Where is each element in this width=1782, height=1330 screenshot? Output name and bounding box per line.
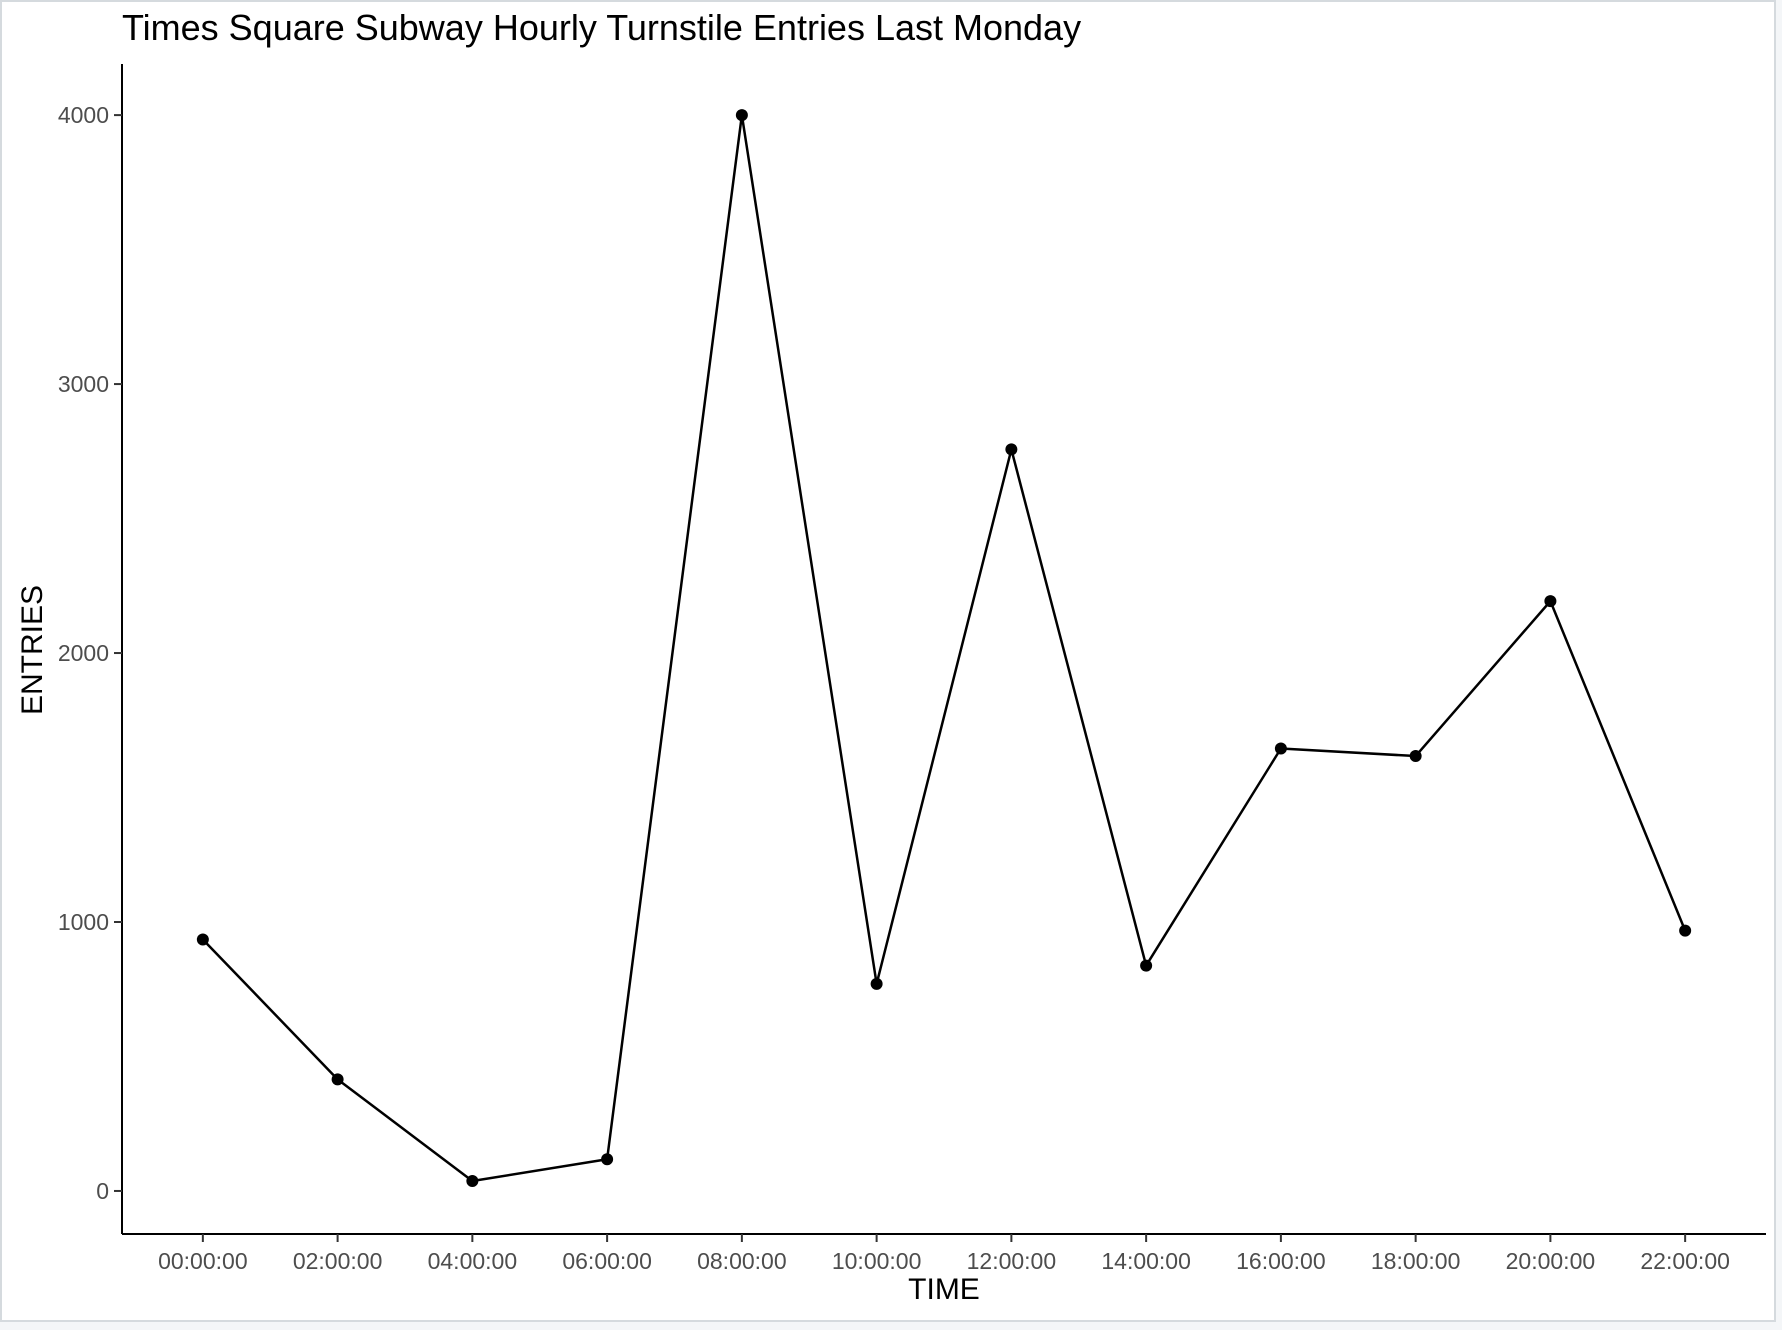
data-point xyxy=(466,1175,479,1188)
data-point xyxy=(601,1153,614,1166)
x-tick-label: 08:00:00 xyxy=(697,1248,787,1274)
series-line xyxy=(201,113,1687,1183)
y-tick-label: 2000 xyxy=(58,640,109,666)
data-point xyxy=(1140,959,1153,972)
data-point xyxy=(1679,924,1692,937)
x-tick-label: 00:00:00 xyxy=(158,1248,248,1274)
y-tick-label: 4000 xyxy=(58,102,109,128)
x-tick-label: 04:00:00 xyxy=(428,1248,518,1274)
data-point xyxy=(870,977,883,990)
axes xyxy=(121,64,1766,1235)
y-tick-label: 1000 xyxy=(58,909,109,935)
x-tick-label: 06:00:00 xyxy=(562,1248,652,1274)
data-point xyxy=(1005,443,1018,456)
y-axis-title: ENTRIES xyxy=(16,585,49,715)
x-tick-label: 16:00:00 xyxy=(1236,1248,1326,1274)
data-point xyxy=(1409,750,1422,763)
y-tick-label: 0 xyxy=(96,1178,109,1204)
x-tick-label: 18:00:00 xyxy=(1371,1248,1461,1274)
x-tick-label: 02:00:00 xyxy=(293,1248,383,1274)
y-ticks: 0 1000 2000 3000 4000 xyxy=(58,102,122,1204)
data-point xyxy=(1544,595,1557,608)
data-point xyxy=(331,1073,344,1086)
x-tick-label: 20:00:00 xyxy=(1506,1248,1596,1274)
x-tick-label: 12:00:00 xyxy=(967,1248,1057,1274)
x-tick-label: 14:00:00 xyxy=(1101,1248,1191,1274)
x-axis-title: TIME xyxy=(908,1273,980,1306)
series-entries xyxy=(196,109,1692,1188)
data-point xyxy=(735,109,748,122)
data-point xyxy=(1274,742,1287,755)
x-ticks: 00:00:00 02:00:00 04:00:00 06:00:00 08:00:00… xyxy=(158,1234,1730,1274)
data-point xyxy=(196,933,209,946)
y-tick-label: 3000 xyxy=(58,371,109,397)
chart-title: Times Square Subway Hourly Turnstile Ent… xyxy=(122,7,1081,48)
x-tick-label: 22:00:00 xyxy=(1640,1248,1730,1274)
x-tick-label: 10:00:00 xyxy=(832,1248,922,1274)
